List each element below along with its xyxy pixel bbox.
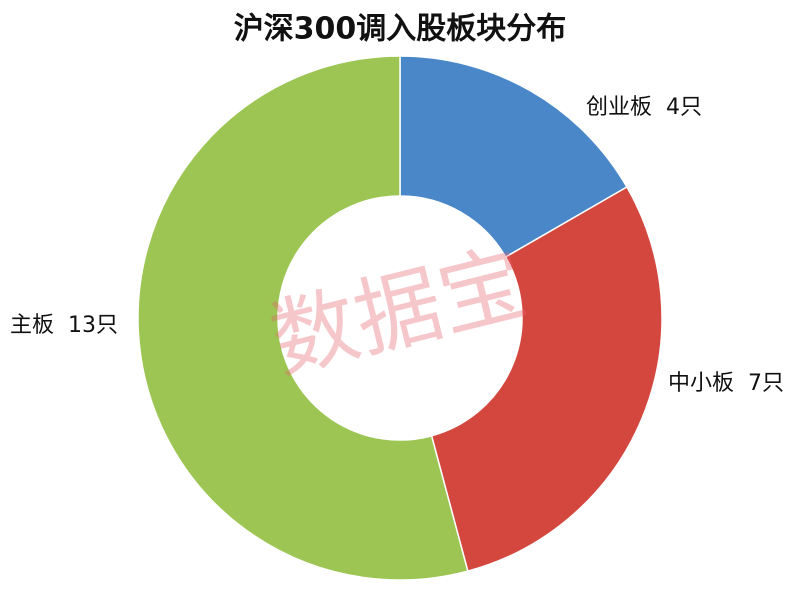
donut-slice — [137, 55, 469, 581]
value-label: 4只 — [666, 95, 702, 120]
donut — [137, 55, 663, 581]
value-label: 7只 — [748, 371, 784, 396]
category-name: 创业板 — [586, 95, 652, 120]
slice-label: 创业板 4只 — [586, 95, 702, 120]
slice-label: 主板 13只 — [10, 313, 118, 338]
slice-label: 中小板 7只 — [668, 371, 784, 396]
donut-slice — [399, 55, 628, 259]
chart-title: 沪深300调入股板块分布 — [234, 12, 567, 47]
value-label: 13只 — [68, 313, 118, 338]
watermark: 数据宝 — [261, 233, 536, 392]
donut-slice — [430, 185, 663, 572]
category-name: 主板 — [10, 313, 54, 338]
category-name: 中小板 — [668, 371, 734, 396]
